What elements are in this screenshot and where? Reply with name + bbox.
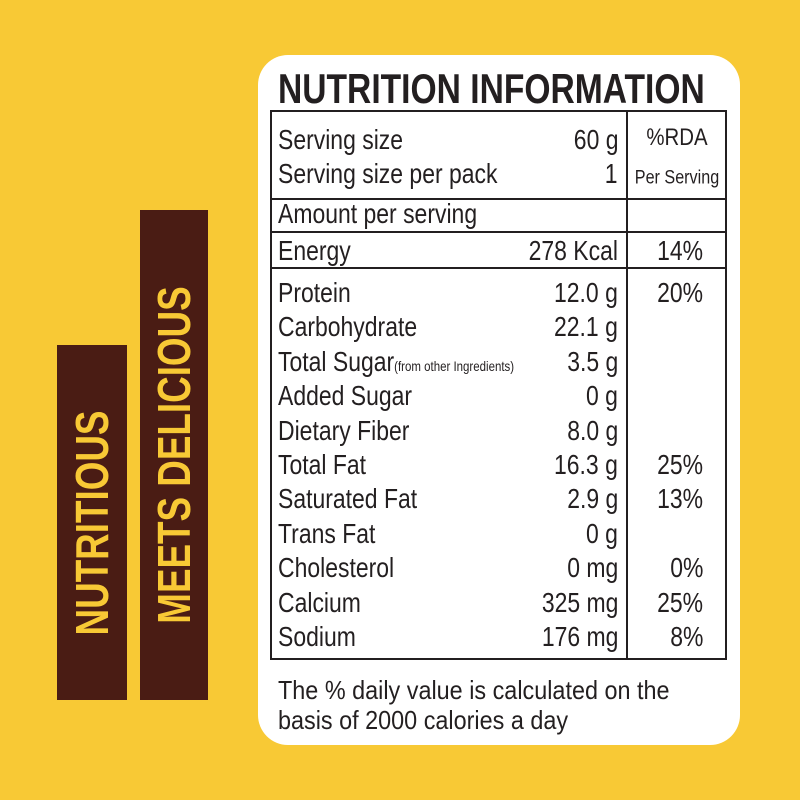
row-divider	[270, 267, 727, 269]
label-text: Calcium	[278, 586, 361, 618]
label-text: Dietary Fiber	[278, 414, 410, 446]
value: 22.1 g	[554, 311, 618, 343]
value: 325 mg	[541, 586, 618, 618]
label: Trans Fat	[278, 517, 376, 549]
row-divider	[270, 198, 727, 200]
rda: 0%	[669, 552, 703, 584]
label: Serving size	[278, 126, 403, 154]
label: Total Sugar(from other Ingredients)	[278, 345, 515, 377]
label: Added Sugar	[278, 382, 412, 410]
label-text: Sodium	[278, 621, 356, 652]
label: Protein	[278, 279, 351, 307]
label-note: (from other Ingredients)	[394, 357, 515, 374]
label-text: Carbohydrate	[278, 311, 418, 343]
label-text: Total Fat	[278, 449, 367, 480]
value: 278 Kcal	[528, 235, 618, 266]
nutrition-card	[258, 55, 740, 745]
label: Total Fat	[278, 451, 366, 479]
label: Energy	[278, 237, 351, 265]
row-divider	[270, 231, 727, 233]
table-border	[270, 110, 727, 660]
banner-text: NUTRITIOUS	[66, 410, 118, 635]
amount-label: Amount per serving	[278, 198, 478, 229]
label: Saturated Fat	[278, 485, 417, 513]
rda: 8%	[669, 621, 703, 652]
label-text: Saturated Fat	[278, 483, 418, 515]
label: Serving size per pack	[278, 160, 498, 188]
rda: 25%	[657, 586, 703, 618]
label-text: Serving size per pack	[278, 158, 498, 189]
label: Carbohydrate	[278, 313, 417, 341]
rda-subheader: Per Serving	[634, 167, 720, 189]
banner: NUTRITIOUS	[57, 345, 127, 700]
label-text: Protein	[278, 277, 351, 308]
label-text: Total Sugar	[278, 345, 395, 377]
footnote: The % daily value is calculated on the	[278, 675, 670, 705]
label-text: Cholesterol	[278, 552, 395, 584]
value: 1	[605, 158, 618, 189]
footnote: basis of 2000 calories a day	[278, 705, 569, 735]
value: 0 g	[586, 380, 618, 412]
title: NUTRITION INFORMATION	[278, 65, 705, 112]
label: Sodium	[278, 623, 356, 651]
value: 2.9 g	[566, 483, 618, 515]
column-divider	[626, 110, 628, 660]
label-text: Trans Fat	[278, 517, 376, 549]
label: Calcium	[278, 586, 361, 618]
label-text: Added Sugar	[278, 380, 413, 412]
value: 0 g	[586, 517, 618, 549]
rda: 25%	[657, 449, 703, 480]
value: 12.0 g	[554, 277, 618, 308]
value: 3.5 g	[566, 345, 618, 377]
label: Cholesterol	[278, 554, 394, 582]
value: 176 mg	[541, 621, 618, 652]
value: 0 mg	[566, 552, 618, 584]
banner-text: MEETS DELICIOUS	[148, 286, 200, 624]
label-text: Energy	[278, 235, 351, 266]
rda: 14%	[657, 235, 703, 266]
value: 8.0 g	[566, 414, 618, 446]
label: Dietary Fiber	[278, 414, 410, 446]
rda: 20%	[657, 277, 703, 308]
banner: MEETS DELICIOUS	[140, 210, 208, 700]
value: 16.3 g	[554, 449, 618, 480]
rda: 13%	[657, 483, 703, 515]
label-text: Serving size	[278, 124, 404, 155]
rda-header: %RDA	[646, 124, 708, 151]
value: 60 g	[573, 124, 618, 155]
